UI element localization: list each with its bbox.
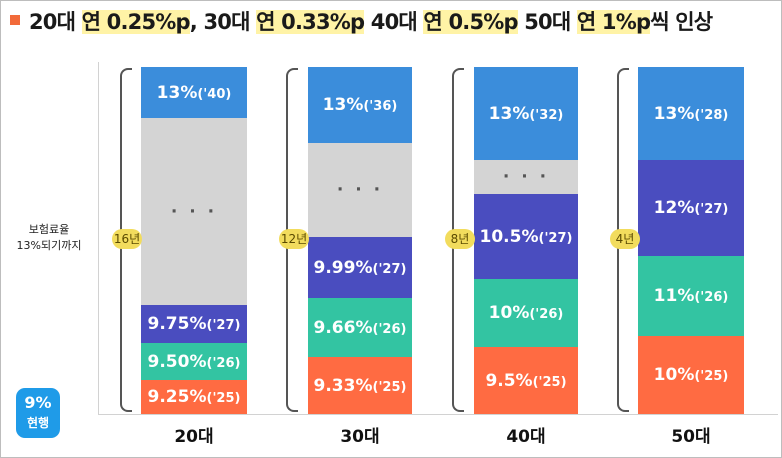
segment-value-label: 9.25%: [147, 387, 207, 407]
title-bullet-icon: [10, 15, 20, 25]
column-segment: 13%('32): [474, 67, 578, 160]
segment-value-label: 9.66%: [313, 318, 373, 338]
y-axis-label-line1: 보험료율: [28, 223, 70, 236]
segment-year-label: ('28): [694, 108, 729, 123]
segment-value-label: 12%: [653, 198, 695, 218]
column-gap-segment: · · ·: [308, 143, 412, 237]
segment-value-label: 10%: [488, 303, 530, 323]
duration-pill: 16년: [112, 229, 142, 249]
segment-value-label: 9.50%: [147, 352, 207, 372]
title-text: 20대 연 0.25%p, 30대 연 0.33%p 40대 연 0.5%p 5…: [29, 10, 713, 34]
title-part: 씩 인상: [650, 10, 713, 34]
segment-value-label: 13%: [488, 104, 530, 124]
segment-value-label: · · ·: [170, 202, 218, 222]
x-tick-label: 50대: [671, 427, 711, 447]
segment-value-label: 10%: [653, 365, 695, 385]
title-part: , 30대: [189, 10, 257, 34]
column-segment: 11%('26): [638, 256, 744, 336]
column-segment: 9.5%('25): [474, 347, 578, 414]
segment-year-label: ('32): [529, 108, 564, 123]
segment-year-label: ('25): [532, 375, 567, 390]
column-segment: 10.5%('27): [474, 194, 578, 279]
column-segment: 9.66%('26): [308, 298, 412, 357]
column-segment: 9.99%('27): [308, 237, 412, 298]
segment-value-label: 9.33%: [313, 376, 373, 396]
segment-value-label: 13%: [653, 104, 695, 124]
column-segment: 10%('26): [474, 279, 578, 347]
column-segment: 9.50%('26): [141, 343, 247, 380]
segment-year-label: ('25): [206, 391, 241, 406]
title-part: 연 0.25%p: [81, 10, 191, 34]
segment-year-label: ('26): [694, 290, 729, 305]
segment-value-label: 10.5%: [479, 227, 539, 247]
column-segment: 10%('25): [638, 336, 744, 414]
column-segment: 9.75%('27): [141, 305, 247, 343]
column-segment: 9.33%('25): [308, 357, 412, 414]
current-rate-badge: 9% 현행: [16, 388, 60, 438]
segment-year-label: ('36): [363, 99, 398, 114]
segment-year-label: ('27): [538, 231, 573, 246]
title-part: 연 1%p: [576, 10, 651, 34]
title-part: 연 0.5%p: [423, 10, 519, 34]
segment-year-label: ('27): [694, 202, 729, 217]
column-gap-segment: · · ·: [141, 118, 247, 305]
chart-title: 20대 연 0.25%p, 30대 연 0.33%p 40대 연 0.5%p 5…: [10, 6, 713, 40]
column-segment: 13%('40): [141, 67, 247, 118]
y-axis-label: 보험료율 13%되기까지: [4, 222, 94, 254]
segment-year-label: ('40): [197, 87, 232, 102]
segment-value-label: 13%: [322, 95, 364, 115]
column-segment: 13%('36): [308, 67, 412, 143]
duration-pill: 8년: [445, 229, 475, 249]
current-rate-label: 현행: [26, 416, 50, 430]
x-tick-label: 20대: [174, 427, 214, 447]
segment-year-label: ('27): [372, 262, 407, 277]
x-tick-label: 40대: [506, 427, 546, 447]
title-part: 40대: [364, 10, 424, 34]
segment-year-label: ('26): [372, 322, 407, 337]
segment-year-label: ('26): [206, 356, 241, 371]
column-gap-segment: · · ·: [474, 160, 578, 194]
segment-value-label: 9.75%: [147, 314, 207, 334]
column-segment: 12%('27): [638, 160, 744, 256]
title-part: 50대: [517, 10, 577, 34]
current-rate-value: 9%: [24, 393, 52, 412]
duration-pill: 4년: [610, 229, 640, 249]
y-axis-line: [98, 62, 99, 414]
segment-value-label: · · ·: [336, 180, 384, 200]
column-segment: 13%('28): [638, 67, 744, 160]
segment-value-label: 13%: [156, 83, 198, 103]
segment-year-label: ('25): [372, 380, 407, 395]
x-axis-line: [98, 414, 778, 415]
column-segment: 9.25%('25): [141, 380, 247, 414]
duration-pill: 12년: [279, 229, 309, 249]
title-part: 연 0.33%p: [256, 10, 365, 34]
title-part: 20대: [29, 10, 82, 34]
y-axis-label-line2: 13%되기까지: [16, 239, 82, 252]
segment-year-label: ('27): [206, 318, 241, 333]
segment-year-label: ('25): [694, 369, 729, 384]
x-tick-label: 30대: [340, 427, 380, 447]
segment-value-label: 9.5%: [485, 371, 533, 391]
segment-value-label: 9.99%: [313, 258, 373, 278]
segment-value-label: · · ·: [502, 167, 550, 187]
segment-value-label: 11%: [653, 286, 695, 306]
segment-year-label: ('26): [529, 307, 564, 322]
